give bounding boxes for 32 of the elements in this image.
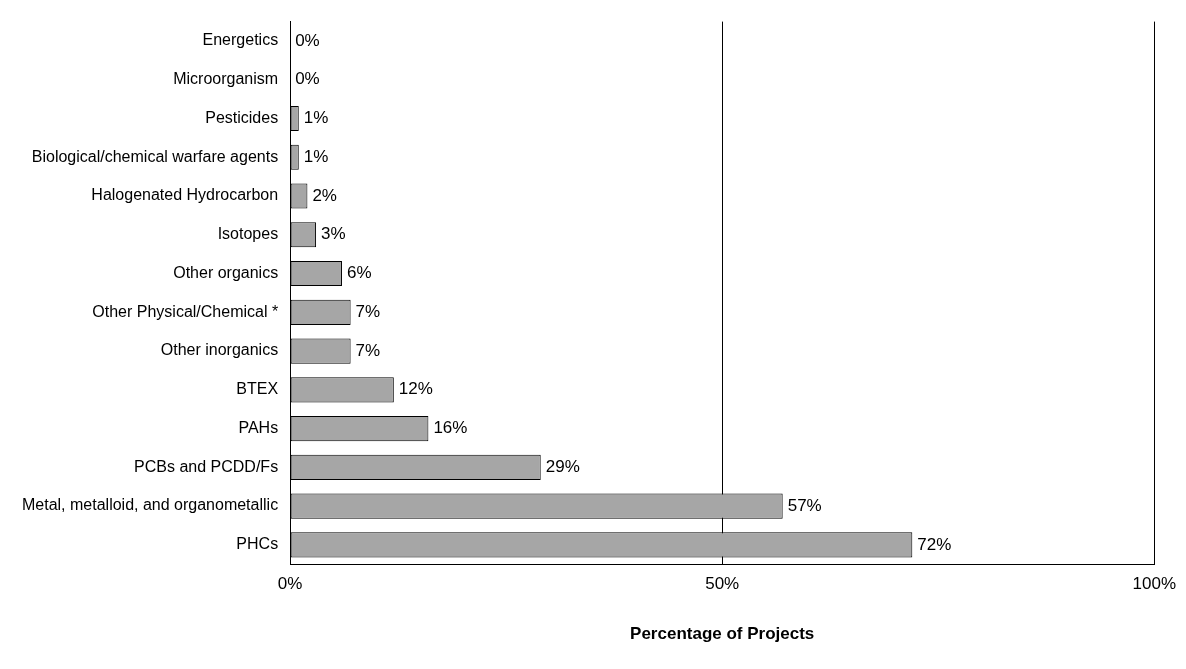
data-label: 2%	[312, 185, 337, 205]
y-tick-label: PHCs	[236, 535, 279, 553]
data-label: 6%	[346, 263, 372, 283]
y-tick-label: BTEX	[236, 380, 279, 398]
data-label: 7%	[355, 340, 381, 360]
x-axis-title: Percentage of Projects	[630, 624, 815, 644]
y-tick-label: Energetics	[202, 31, 279, 49]
data-label: 29%	[545, 456, 580, 476]
data-label: 72%	[917, 534, 952, 554]
data-label: 0%	[295, 30, 320, 50]
y-tick-label: Halogenated Hydrocarbon	[91, 186, 279, 204]
x-tick-label: 50%	[705, 574, 740, 594]
y-tick-label: PCBs and PCDD/Fs	[134, 457, 279, 475]
data-label: 0%	[295, 69, 320, 89]
data-label: 1%	[303, 108, 329, 128]
y-tick-label: Pesticides	[205, 108, 279, 126]
x-tick-label: 0%	[277, 574, 303, 594]
data-label: 3%	[321, 224, 346, 244]
x-tick-label: 100%	[1132, 574, 1176, 594]
data-label: 57%	[787, 495, 822, 515]
data-label: 16%	[433, 418, 468, 438]
y-tick-label: Other organics	[173, 263, 279, 281]
data-label: 7%	[355, 301, 381, 321]
data-label: 1%	[303, 146, 329, 166]
y-tick-label: PAHs	[238, 418, 279, 436]
y-tick-label: Other inorganics	[160, 341, 279, 359]
y-tick-label: Metal, metalloid, and organometallic	[21, 496, 279, 514]
y-tick-label: Microorganism	[173, 70, 279, 88]
y-tick-label: Other Physical/Chemical *	[92, 302, 279, 320]
data-label: 12%	[398, 379, 433, 399]
y-tick-label: Isotopes	[217, 225, 279, 243]
y-tick-label: Biological/chemical warfare agents	[31, 147, 279, 165]
